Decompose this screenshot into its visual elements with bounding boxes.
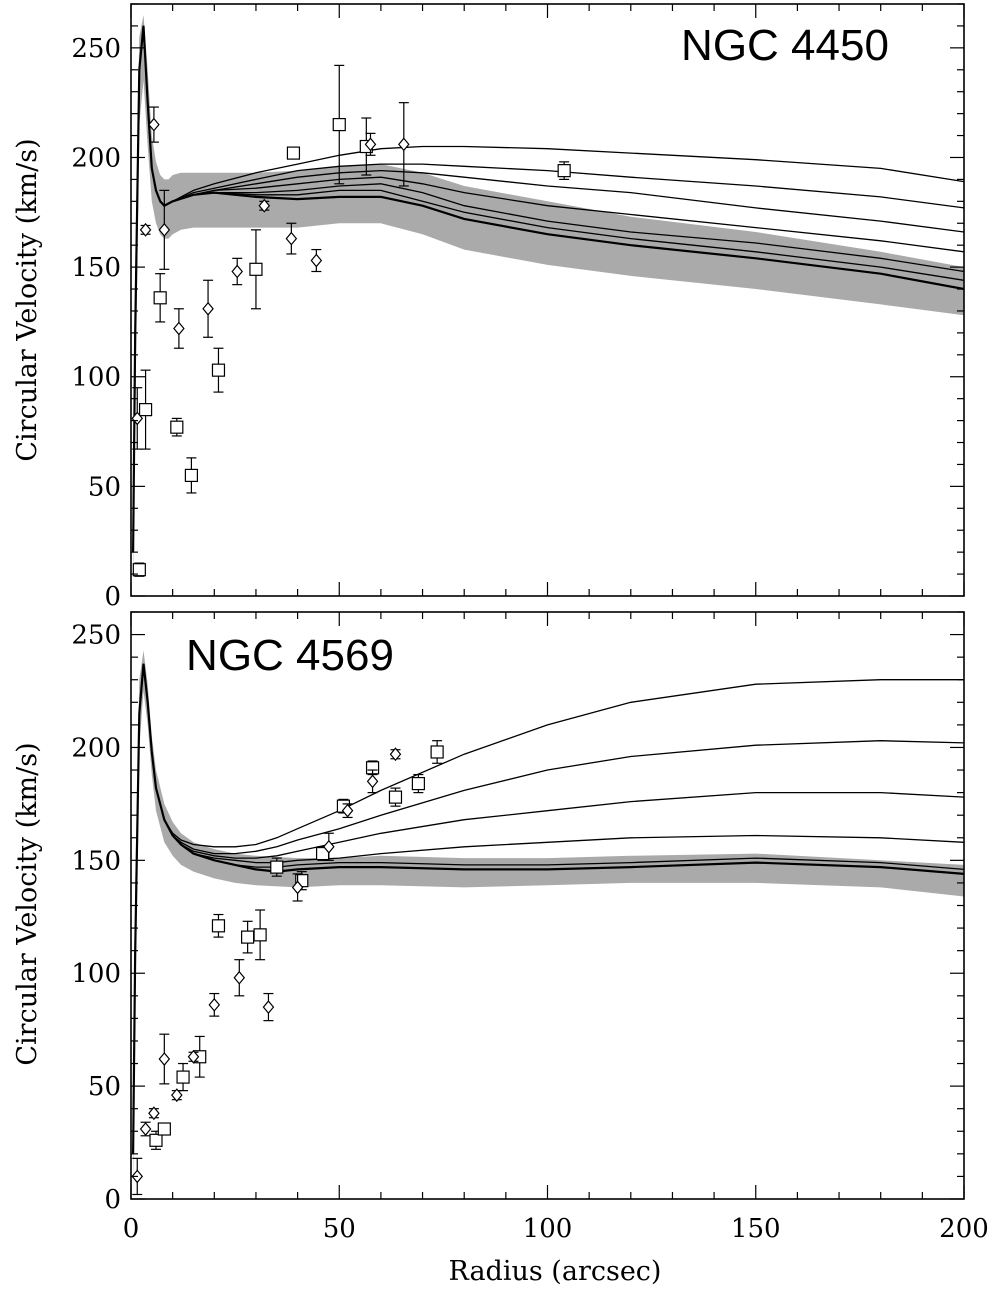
uncertainty-band [133, 650, 964, 1188]
diamond-point-9 [285, 231, 298, 246]
square-point-1 [149, 1133, 163, 1147]
x-tick-label: 100 [523, 1214, 573, 1244]
plot-frame [130, 611, 965, 1200]
diamond-point-12 [398, 137, 410, 152]
diamond-point-3 [148, 117, 160, 132]
diamond-point-5 [173, 321, 185, 336]
square-point-6 [211, 363, 226, 377]
y-tick-label: 150 [71, 846, 121, 876]
y-tick-label: 50 [88, 1072, 121, 1102]
model-curve-5 [132, 663, 964, 1154]
diamond-point-2 [139, 222, 152, 237]
diamond-point-4 [158, 222, 171, 237]
panel-ngc-4569: 0 50 100 150 200 0 50 100 150 200 250 NGC 4569 [71, 611, 989, 1244]
diamond-point-8 [233, 970, 246, 985]
model-curve-7 [132, 25, 964, 553]
square-point-13 [388, 790, 403, 804]
diamond-point-13 [366, 774, 379, 789]
square-point-6 [241, 930, 255, 944]
square-point-5 [184, 468, 198, 483]
diamond-point-6 [202, 301, 214, 316]
x-tick-label: 150 [731, 1214, 781, 1244]
diamond-point-11 [323, 839, 335, 854]
y-tick-label: 200 [71, 143, 121, 173]
diamond-point-12 [341, 803, 354, 818]
y-tick-label: 0 [104, 582, 121, 612]
y-tick-label: 250 [71, 34, 121, 64]
square-point-2 [157, 1122, 171, 1136]
y-tick-label: 50 [88, 472, 121, 502]
square-point-9 [332, 117, 346, 132]
y-axis-title-top: Circular Velocity (km/s) [12, 138, 43, 461]
panel-ngc-4450: 0 50 100 150 200 250 NGC 4450 [71, 3, 965, 612]
y-tick-label: 0 [104, 1185, 121, 1215]
diamond-point-11 [364, 137, 377, 152]
diamond-point-1 [131, 411, 144, 426]
square-point-7 [253, 928, 267, 942]
square-point-5 [211, 919, 226, 933]
diamond-point-14 [389, 747, 402, 762]
square-point-2 [138, 403, 153, 417]
square-point-15 [430, 745, 444, 759]
diamond-point-8 [258, 198, 271, 213]
diamond-point-6 [187, 1049, 200, 1064]
square-point-3 [153, 291, 167, 305]
diamond-point-3 [148, 1106, 160, 1121]
square-point-8 [270, 860, 284, 874]
model-curve-2 [132, 663, 964, 1154]
square-point-7 [249, 262, 263, 276]
diamond-point-4 [158, 1052, 171, 1066]
diamond-point-5 [171, 1088, 183, 1103]
square-point-8 [286, 146, 301, 160]
x-axis-title: Radius (arcsec) [449, 1256, 662, 1287]
diamond-point-10 [310, 253, 323, 268]
panel-title: NGC 4569 [186, 631, 394, 680]
square-point-1 [132, 563, 146, 577]
y-tick-label: 100 [71, 363, 121, 393]
uncertainty-band [133, 15, 964, 585]
square-point-3 [176, 1070, 190, 1084]
square-point-4 [170, 420, 184, 434]
x-tick-label: 0 [123, 1214, 140, 1244]
y-axis-title-bottom: Circular Velocity (km/s) [12, 742, 43, 1065]
y-tick-label: 150 [71, 253, 121, 283]
plot-area [131, 15, 964, 585]
square-point-14 [411, 776, 425, 791]
y-tick-label: 200 [71, 733, 121, 763]
plot-area [131, 650, 964, 1196]
y-tick-label: 100 [71, 959, 121, 989]
diamond-point-2 [139, 1122, 152, 1136]
x-tick-label: 50 [323, 1214, 356, 1244]
diamond-point-10 [291, 880, 304, 895]
x-tick-label: 200 [939, 1214, 989, 1244]
diamond-point-9 [262, 1000, 275, 1015]
model-curve-3 [132, 663, 964, 1154]
square-point-11 [557, 164, 571, 178]
panel-title: NGC 4450 [681, 21, 889, 70]
y-tick-label: 250 [71, 621, 121, 651]
model-curve-4 [132, 663, 964, 1154]
model-curve-1 [132, 663, 964, 1154]
model-curve-6 [132, 663, 964, 1154]
diamond-point-7 [208, 997, 221, 1012]
diamond-point-7 [231, 264, 243, 279]
